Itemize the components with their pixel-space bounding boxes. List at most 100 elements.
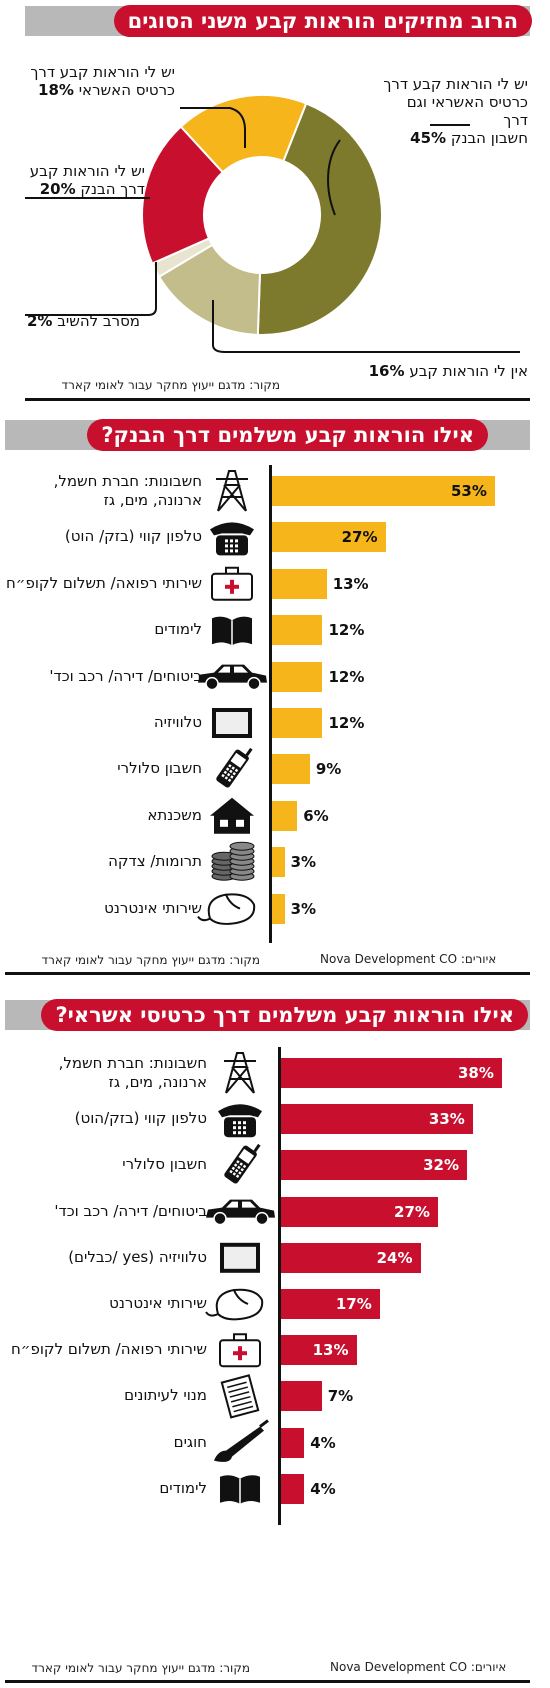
- bar-value-label: 12%: [328, 621, 365, 640]
- bar: [272, 615, 323, 646]
- bar: [281, 1058, 502, 1088]
- illustration-credit: Nova Development CO :איורים: [320, 952, 497, 966]
- bar-value-label: 53%: [451, 482, 487, 500]
- callout-line: חשבון הבנק: [450, 129, 528, 147]
- category-label-line: שירותי אינטרנט: [109, 1294, 207, 1312]
- category-label: תרומות/ צדקה: [2, 852, 202, 871]
- callout-line: כרטיס האשראי: [78, 81, 175, 99]
- category-label-line: טלוויזיה: [153, 713, 202, 731]
- section-title: אילו הוראות קבע משלמים דרך הבנק?: [87, 419, 488, 451]
- telephone-icon: [210, 522, 254, 556]
- section-title: אילו הוראות קבע משלמים דרך כרטיסי אשראי?: [41, 999, 528, 1031]
- category-label-line: לימודים: [159, 1478, 207, 1497]
- bar: [281, 1289, 380, 1319]
- category-label-line: ביטוחים/ דירה/ רכב וכד': [49, 666, 202, 685]
- category-label: טלוויזיה (yes /כבלים): [7, 1248, 207, 1267]
- category-label-line: מנוי לעיתונים: [124, 1386, 207, 1405]
- callout-credit: יש לי הוראות קבע דרך כרטיס האשראי 18%: [10, 63, 175, 99]
- bar: [281, 1242, 421, 1273]
- bar: [272, 568, 327, 599]
- newspaper-icon: [220, 1374, 260, 1419]
- category-label: שירותי רפואה/ תשלום לקופ״ח: [7, 1340, 207, 1359]
- bar-chart-svg: [205, 1052, 275, 1504]
- section-rule: [5, 1680, 530, 1683]
- bar-value-label: 13%: [312, 1341, 349, 1360]
- car-icon: [206, 1199, 275, 1226]
- category-label-line: חשבונות: חברת חשמל,: [58, 1054, 207, 1072]
- category-label: שירותי רפואה/ תשלום לקופ״ח: [2, 574, 202, 593]
- bar-chart-svg: [197, 470, 267, 925]
- medical-kit-icon: [211, 566, 253, 601]
- category-label: לימודים: [7, 1479, 207, 1498]
- bar-value-label: 3%: [290, 853, 317, 872]
- bar-axis: [278, 1047, 281, 1525]
- bar-value-label: 4%: [310, 1479, 336, 1498]
- tv-icon: [220, 1242, 260, 1273]
- callout-pct: 18%: [38, 81, 74, 99]
- bar: [272, 661, 323, 692]
- category-label-line: לימודים: [154, 620, 202, 639]
- callout-line: דרך הבנק: [80, 180, 145, 198]
- category-label: לימודים: [2, 620, 202, 639]
- bar: [272, 708, 323, 738]
- bar-value-label: 38%: [458, 1064, 494, 1082]
- category-label-line: שירותי רפואה/ תשלום לקופ״ח: [11, 1340, 207, 1359]
- category-label-line: חשבונות: חברת חשמל,: [53, 472, 202, 490]
- category-label: חוגים: [7, 1433, 207, 1452]
- slice-bank: [141, 125, 225, 265]
- slice-both: [256, 102, 383, 336]
- source-note: מקור: מדגם ייעוץ מחקר עבור לאומי קארד: [61, 378, 280, 392]
- category-label: שירותי אינטרנט: [7, 1294, 207, 1313]
- slice-credit: [179, 94, 308, 174]
- bar: [281, 1427, 305, 1458]
- bar-value-label: 12%: [328, 714, 365, 732]
- callout-line: כרטיס האשראי וגם דרך: [406, 93, 528, 129]
- medical-kit-icon: [219, 1333, 261, 1368]
- category-label: שירותי אינטרנט: [2, 899, 202, 918]
- category-label: חשבונות: חברת חשמל, ארנונה, מים, גז: [2, 472, 202, 510]
- category-label: חשבון סלולרי: [7, 1155, 207, 1174]
- category-label: ביטוחים/ דירה/ רכב וכד': [2, 667, 202, 686]
- callout-line: יש לי הוראות קבע דרך: [383, 75, 528, 93]
- category-label-line: משכנתא: [147, 805, 202, 824]
- bar-value-label: 27%: [394, 1202, 430, 1221]
- bar-axis: [269, 465, 272, 943]
- category-label-line: טלוויזיה (yes /כבלים): [68, 1247, 207, 1266]
- bar: [272, 847, 285, 878]
- section-rule: [25, 398, 530, 401]
- callout-both: יש לי הוראות קבע דרך כרטיס האשראי וגם דר…: [378, 75, 528, 147]
- bar-value-label: 7%: [327, 1387, 354, 1406]
- cellphone-icon: [216, 747, 253, 788]
- source-note: מקור: מדגם ייעוץ מחקר עבור לאומי קארד: [31, 1661, 250, 1675]
- category-label-line: שירותי רפואה/ תשלום לקופ״ח: [6, 573, 202, 592]
- callout-line: מסרב להשיב: [57, 312, 140, 330]
- bar-value-label: 9%: [315, 760, 342, 779]
- source-note: מקור: מדגם ייעוץ מחקר עבור לאומי קארד: [41, 953, 260, 967]
- bar-value-label: 27%: [341, 528, 378, 547]
- tv-icon: [212, 708, 252, 738]
- category-label: טלוויזיה: [2, 713, 202, 732]
- category-label-line: חשבון סלולרי: [122, 1155, 207, 1174]
- callout-pct: 20%: [39, 180, 76, 198]
- callout-line: יש לי הוראות קבע דרך: [30, 63, 175, 81]
- section-credit: אילו הוראות קבע משלמים דרך כרטיסי אשראי?…: [0, 999, 550, 1688]
- book-icon: [220, 1475, 260, 1504]
- callout-pct: 45%: [410, 129, 447, 147]
- category-label-line: ארנונה, מים, גז: [108, 1073, 207, 1091]
- telephone-icon: [218, 1104, 262, 1138]
- category-label-line: חוגים: [173, 1432, 207, 1451]
- category-label: משכנתא: [2, 806, 202, 825]
- category-label: מנוי לעיתונים: [7, 1386, 207, 1405]
- callout-line: כרטיס האשראי 18%: [10, 81, 175, 99]
- illustration-credit: Nova Development CO :איורים: [330, 1660, 507, 1674]
- category-label-line: שירותי אינטרנט: [104, 898, 202, 917]
- bar: [272, 522, 386, 553]
- category-label-line: תרומות/ צדקה: [108, 852, 202, 871]
- category-label: חשבונות: חברת חשמל, ארנונה, מים, גז: [7, 1054, 207, 1092]
- bar-value-label: 32%: [423, 1156, 459, 1175]
- coins-icon: [211, 841, 255, 881]
- paintbrush-icon: [214, 1419, 269, 1462]
- bar-value-label: 33%: [428, 1110, 465, 1129]
- leader-credit: [180, 107, 246, 148]
- mouse-icon: [205, 1288, 264, 1321]
